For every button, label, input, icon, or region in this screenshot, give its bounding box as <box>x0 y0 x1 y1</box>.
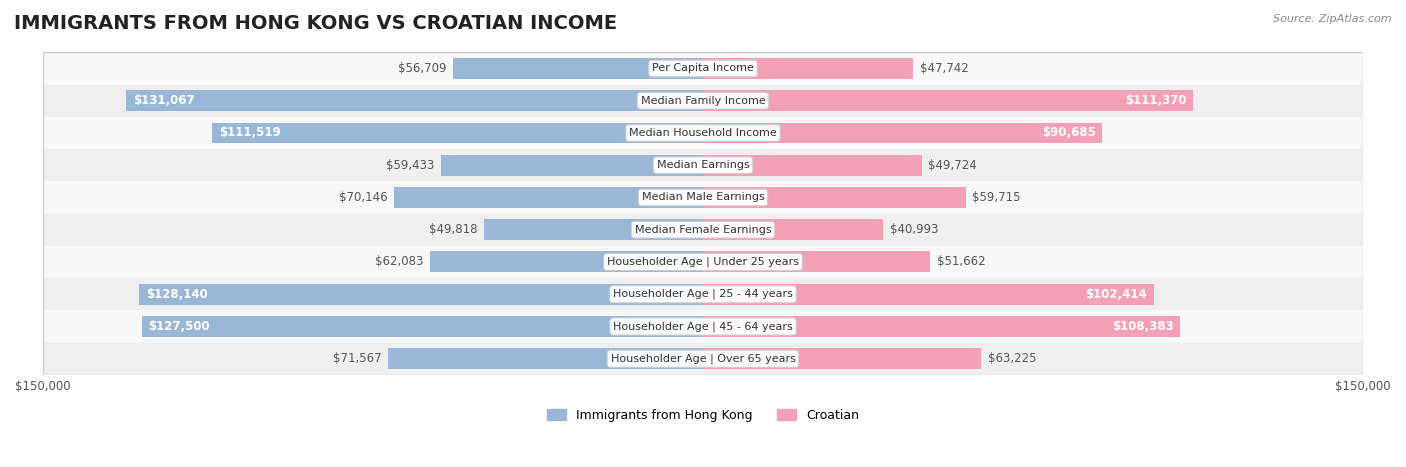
Bar <box>42 311 1364 343</box>
Bar <box>441 155 703 176</box>
Bar <box>42 343 1364 375</box>
Bar <box>42 246 1364 278</box>
Bar <box>703 90 1194 111</box>
Text: Source: ZipAtlas.com: Source: ZipAtlas.com <box>1274 14 1392 24</box>
Bar <box>127 90 703 111</box>
Text: $62,083: $62,083 <box>375 255 423 269</box>
Text: $111,370: $111,370 <box>1125 94 1187 107</box>
Bar <box>703 122 1102 143</box>
Text: $128,140: $128,140 <box>146 288 207 301</box>
Text: $102,414: $102,414 <box>1085 288 1147 301</box>
Text: $131,067: $131,067 <box>132 94 194 107</box>
Text: $111,519: $111,519 <box>219 127 281 140</box>
Text: Householder Age | 25 - 44 years: Householder Age | 25 - 44 years <box>613 289 793 299</box>
Bar <box>42 213 1364 246</box>
Bar <box>139 284 703 304</box>
Text: $70,146: $70,146 <box>339 191 388 204</box>
Text: $40,993: $40,993 <box>890 223 939 236</box>
Bar <box>703 187 966 208</box>
Bar <box>430 252 703 272</box>
Bar <box>42 181 1364 213</box>
Text: Householder Age | Over 65 years: Householder Age | Over 65 years <box>610 354 796 364</box>
Bar <box>42 85 1364 117</box>
Bar <box>42 117 1364 149</box>
Bar <box>42 278 1364 311</box>
Text: $71,567: $71,567 <box>333 352 381 365</box>
Text: $51,662: $51,662 <box>936 255 986 269</box>
Text: Median Earnings: Median Earnings <box>657 160 749 170</box>
Text: Per Capita Income: Per Capita Income <box>652 64 754 73</box>
Text: $59,715: $59,715 <box>973 191 1021 204</box>
Text: Median Male Earnings: Median Male Earnings <box>641 192 765 203</box>
Text: Householder Age | Under 25 years: Householder Age | Under 25 years <box>607 257 799 267</box>
Bar <box>42 52 1364 85</box>
Text: $63,225: $63,225 <box>988 352 1036 365</box>
Text: Median Female Earnings: Median Female Earnings <box>634 225 772 235</box>
Bar <box>212 122 703 143</box>
Text: Median Household Income: Median Household Income <box>628 128 778 138</box>
Text: IMMIGRANTS FROM HONG KONG VS CROATIAN INCOME: IMMIGRANTS FROM HONG KONG VS CROATIAN IN… <box>14 14 617 33</box>
Bar <box>453 58 703 79</box>
Bar <box>703 316 1180 337</box>
Text: $49,818: $49,818 <box>429 223 477 236</box>
Text: $56,709: $56,709 <box>398 62 447 75</box>
Text: Median Family Income: Median Family Income <box>641 96 765 106</box>
Bar <box>703 284 1154 304</box>
Bar <box>484 219 703 240</box>
Legend: Immigrants from Hong Kong, Croatian: Immigrants from Hong Kong, Croatian <box>541 403 865 427</box>
Bar <box>703 219 883 240</box>
Text: Householder Age | 45 - 64 years: Householder Age | 45 - 64 years <box>613 321 793 332</box>
Bar <box>388 348 703 369</box>
Bar <box>142 316 703 337</box>
Bar <box>703 252 931 272</box>
Text: $127,500: $127,500 <box>149 320 209 333</box>
Text: $108,383: $108,383 <box>1112 320 1174 333</box>
Bar <box>42 149 1364 181</box>
Text: $90,685: $90,685 <box>1042 127 1095 140</box>
Bar <box>394 187 703 208</box>
Bar <box>703 348 981 369</box>
Text: $49,724: $49,724 <box>928 159 977 172</box>
Bar <box>703 58 912 79</box>
Text: $47,742: $47,742 <box>920 62 969 75</box>
Bar <box>703 155 922 176</box>
Text: $59,433: $59,433 <box>387 159 434 172</box>
